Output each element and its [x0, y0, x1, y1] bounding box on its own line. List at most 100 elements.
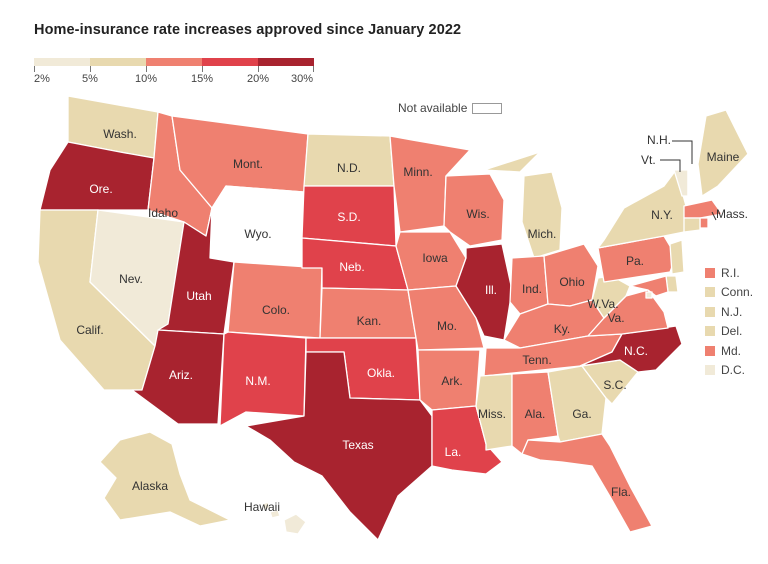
legend-label: 30% — [290, 73, 314, 85]
small-state-legend-item: Del. — [705, 322, 753, 342]
state-label-wa: Wash. — [103, 127, 137, 141]
state-mi[interactable] — [483, 151, 563, 259]
state-label-mo: Mo. — [437, 319, 457, 333]
legend-swatch-2 — [90, 58, 146, 66]
state-label-va: Va. — [607, 311, 624, 325]
callout-line-vt — [660, 159, 681, 172]
state-label-nm: N.M. — [245, 374, 270, 388]
small-state-swatch — [705, 287, 715, 298]
state-label-ks: Kan. — [357, 314, 382, 328]
state-label-co: Colo. — [262, 303, 290, 317]
state-label-wv: W.Va. — [587, 297, 618, 311]
state-dc[interactable] — [645, 291, 653, 299]
state-label-mn: Minn. — [403, 165, 432, 179]
legend-tick — [146, 66, 147, 72]
small-state-label: N.J. — [721, 304, 743, 319]
state-label-in: Ind. — [522, 282, 542, 296]
state-label-il: Ill. — [485, 283, 497, 297]
small-state-legend-item: R.I. — [705, 263, 753, 283]
legend-tick — [258, 66, 259, 72]
state-tx[interactable] — [245, 351, 433, 541]
state-label-az: Ariz. — [169, 368, 193, 382]
legend-swatch-1 — [34, 58, 90, 66]
state-wi[interactable] — [443, 173, 505, 247]
state-md[interactable] — [629, 275, 669, 297]
legend-label: 5% — [82, 73, 98, 85]
small-state-label: Del. — [721, 324, 743, 339]
state-label-ny: N.Y. — [651, 208, 673, 222]
state-ct[interactable] — [683, 217, 701, 233]
legend-label: 15% — [190, 73, 214, 85]
callout-label-nh: N.H. — [647, 133, 671, 147]
legend-swatch-5 — [258, 58, 314, 66]
state-label-ok: Okla. — [367, 366, 395, 380]
state-label-ga: Ga. — [572, 407, 591, 421]
state-label-ms: Miss. — [478, 407, 506, 421]
state-label-pa: Pa. — [626, 254, 644, 268]
state-nj[interactable] — [669, 239, 685, 275]
state-label-ca: Calif. — [76, 323, 103, 337]
legend-tick — [90, 66, 91, 72]
callout-label-ma: Mass. — [716, 207, 749, 221]
state-label-hi: Hawaii — [244, 500, 280, 514]
small-states-legend: R.I. Conn. N.J. Del. Md. D.C. — [705, 263, 753, 380]
state-fl[interactable] — [521, 433, 653, 533]
state-label-wi: Wis. — [466, 207, 489, 221]
state-label-ut: Utah — [186, 289, 211, 303]
state-me[interactable] — [697, 109, 749, 197]
state-label-wy: Wyo. — [244, 227, 271, 241]
legend-label: 10% — [134, 73, 158, 85]
callout-label-vt: Vt. — [641, 153, 656, 167]
small-state-legend-item: D.C. — [705, 361, 753, 381]
state-label-nv: Nev. — [119, 272, 143, 286]
small-state-swatch — [705, 345, 715, 356]
color-legend: 2% 5% 10% 15% 20% 30% — [34, 58, 314, 92]
state-label-al: Ala. — [525, 407, 546, 421]
state-label-ky: Ky. — [554, 322, 570, 336]
state-ri[interactable] — [699, 217, 709, 229]
state-label-id: Idaho — [148, 206, 178, 220]
state-label-mt: Mont. — [233, 157, 263, 171]
state-label-sc: S.C. — [603, 378, 626, 392]
state-label-tn: Tenn. — [522, 353, 551, 367]
small-state-swatch — [705, 306, 715, 317]
small-state-legend-item: N.J. — [705, 302, 753, 322]
state-il[interactable] — [455, 243, 513, 341]
small-state-label: Md. — [721, 343, 742, 358]
state-label-ak: Alaska — [132, 479, 168, 493]
state-ak[interactable] — [99, 431, 231, 527]
state-label-ia: Iowa — [422, 251, 448, 265]
legend-swatch-4 — [202, 58, 258, 66]
state-label-sd: S.D. — [337, 210, 360, 224]
small-state-label: Conn. — [721, 285, 754, 300]
small-state-swatch — [705, 365, 715, 376]
state-label-ne: Neb. — [339, 260, 364, 274]
state-label-me: Maine — [707, 150, 740, 164]
callout-line-ma — [711, 211, 717, 221]
not-available-swatch — [472, 102, 503, 114]
small-state-label: D.C. — [721, 363, 745, 378]
state-label-fl: Fla. — [611, 485, 631, 499]
state-ks[interactable] — [319, 287, 417, 339]
map-title: Home-insurance rate increases approved s… — [34, 22, 462, 38]
state-label-nc: N.C. — [624, 344, 648, 358]
state-labels-layer: Wash. Ore. Calif. Nev. Idaho Mont. Wyo. … — [76, 127, 739, 514]
state-label-or: Ore. — [89, 182, 112, 196]
not-available-key: Not available — [398, 101, 503, 115]
state-label-ar: Ark. — [441, 374, 462, 388]
legend-tick — [34, 66, 35, 72]
small-state-legend-item: Conn. — [705, 283, 753, 303]
small-state-swatch — [705, 267, 715, 278]
legend-label: 2% — [34, 73, 50, 85]
state-nd[interactable] — [303, 133, 395, 187]
state-co[interactable] — [227, 261, 323, 339]
state-hi[interactable] — [261, 501, 307, 535]
small-state-label: R.I. — [721, 265, 740, 280]
legend-tick — [202, 66, 203, 72]
states-layer — [37, 95, 749, 541]
callout-line-nh — [672, 140, 693, 164]
legend-swatch-3 — [146, 58, 202, 66]
state-label-mi: Mich. — [528, 227, 557, 241]
small-state-legend-item: Md. — [705, 341, 753, 361]
